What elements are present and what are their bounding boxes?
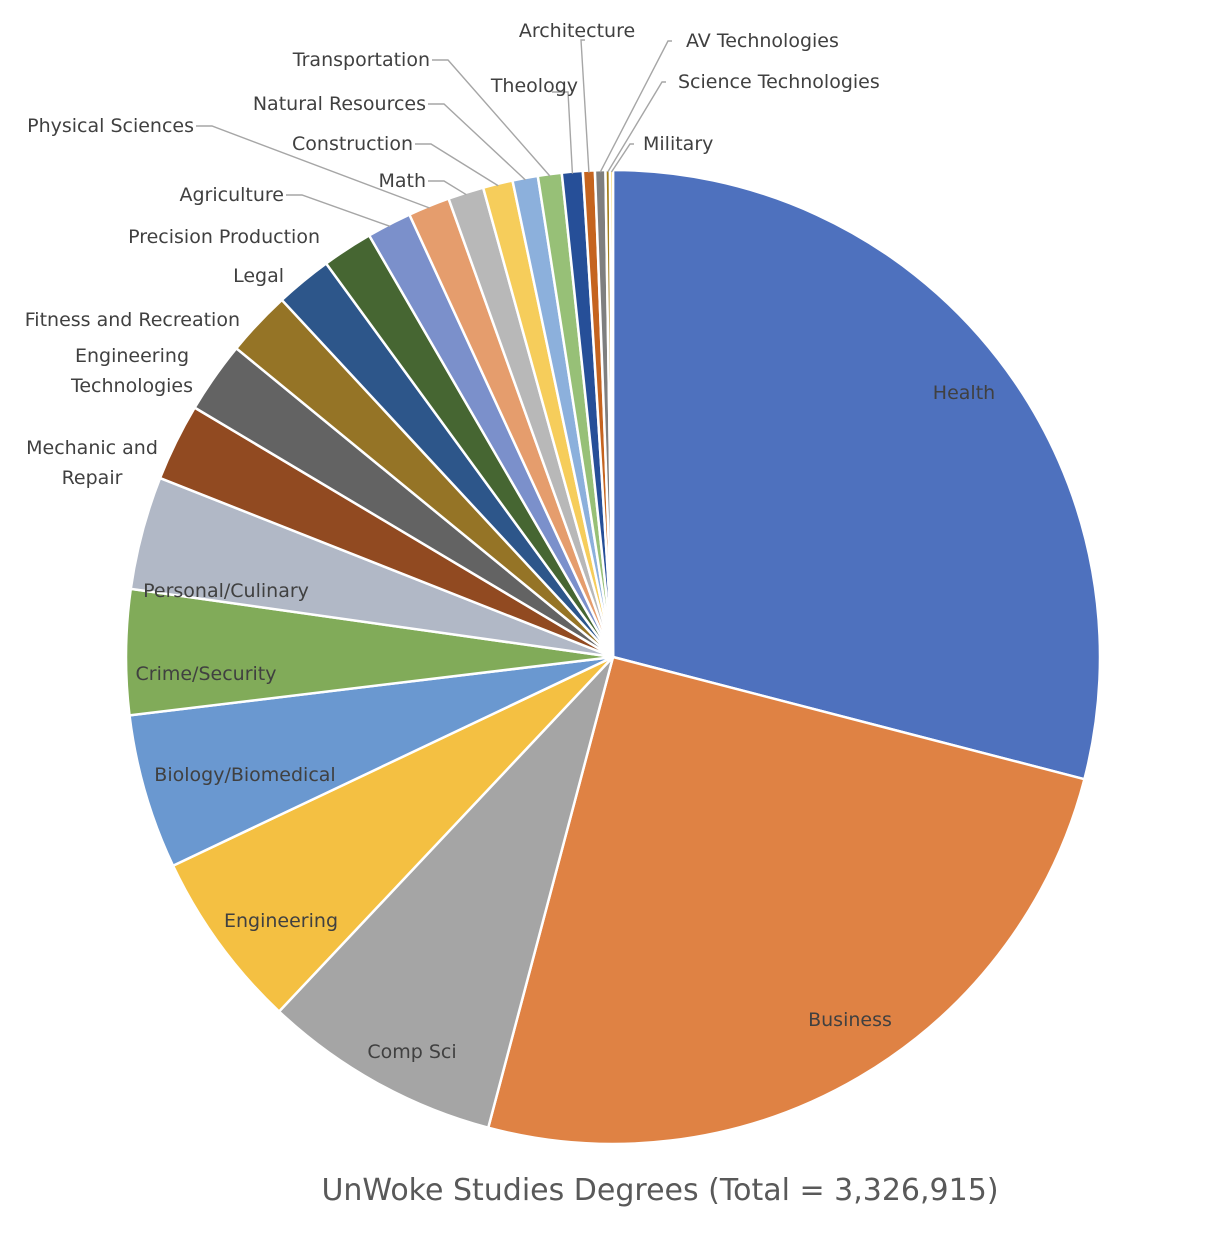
slice-label: Science Technologies (678, 71, 880, 93)
slice-label: Architecture (519, 20, 635, 42)
pie-slice-biology-biomedical (128, 655, 614, 868)
slice-label: Biology/Biomedical (154, 764, 335, 786)
leader-line (286, 194, 391, 227)
leader-line (607, 81, 666, 173)
leader-line (580, 39, 590, 173)
slice-label: Fitness and Recreation (25, 309, 240, 331)
slice-label: Construction (292, 133, 413, 155)
slice-label: Theology (490, 75, 578, 97)
pie-slices (124, 168, 1102, 1146)
slice-label: Natural Resources (253, 93, 426, 115)
slice-label: Comp Sci (367, 1041, 456, 1063)
leader-line (428, 180, 467, 196)
pie-slice-comp-sci (277, 656, 615, 1130)
leader-line (610, 143, 634, 173)
slice-label: Business (808, 1009, 892, 1031)
slice-label: Agriculture (180, 184, 285, 206)
slice-label: Personal/Culinary (143, 580, 309, 602)
leader-line (599, 40, 672, 173)
label-leader-lines (196, 39, 672, 227)
slice-labels: Health Business Comp Sci Engineering Biology… (25, 20, 995, 1063)
slice-label: Engineering (224, 910, 338, 932)
leader-line (432, 59, 551, 177)
slice-label: Legal (233, 265, 284, 287)
leader-line (428, 103, 526, 181)
slice-label: Math (378, 170, 426, 192)
slice-label: Physical Sciences (27, 115, 194, 137)
leader-line (196, 125, 430, 209)
pie-slice-engineering (171, 655, 614, 1014)
pie-slice-health (611, 168, 1102, 781)
slice-label: AV Technologies (686, 30, 839, 52)
slice-label: Mechanic and Repair (26, 437, 158, 489)
slice-label: Crime/Security (136, 663, 277, 685)
slice-label: Transportation (292, 49, 430, 71)
chart-title: UnWoke Studies Degrees (Total = 3,326,91… (321, 1173, 998, 1208)
pie-slice-business (486, 655, 1086, 1146)
slice-label: Precision Production (128, 226, 320, 248)
leader-line (552, 91, 574, 174)
leader-line (415, 143, 499, 187)
slice-label: Health (933, 382, 995, 404)
slice-label: Military (643, 133, 713, 155)
slice-label: Engineering Technologies (70, 345, 193, 397)
